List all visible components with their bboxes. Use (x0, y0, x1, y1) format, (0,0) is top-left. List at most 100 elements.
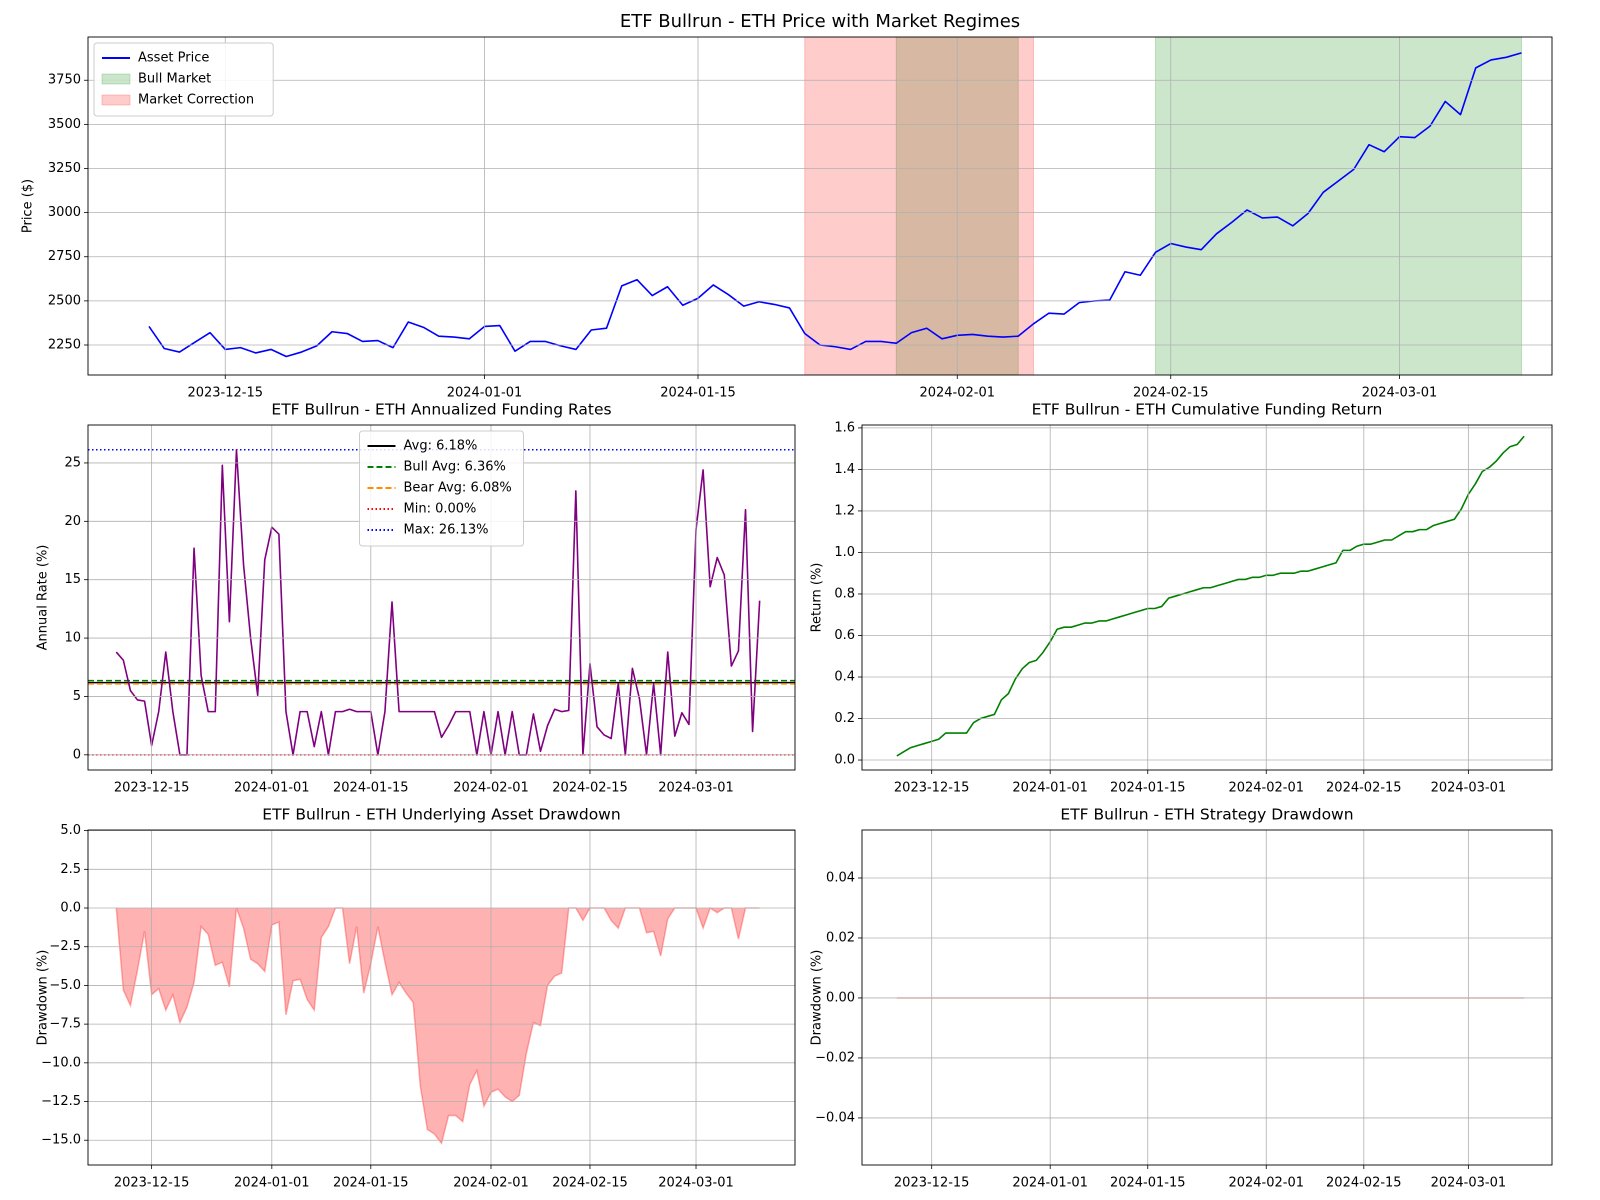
y-tick-label: 3750 (48, 73, 81, 88)
y-tick-label: 0.0 (60, 901, 81, 916)
y-tick-label: 0.02 (826, 930, 855, 945)
x-tick-label: 2024-01-15 (333, 1176, 409, 1191)
legend: Avg: 6.18% Bull Avg: 6.36% Bear Avg: 6.08%… (359, 430, 524, 547)
y-tick-label: 0 (73, 747, 81, 762)
y-axis-label: Drawdown (%) (810, 950, 825, 1046)
chart-title: ETF Bullrun - ETH Cumulative Funding Ret… (1032, 401, 1383, 419)
legend-label: Max: 26.13% (404, 523, 489, 538)
y-tick-label: 0.0 (834, 753, 855, 768)
y-tick-label: 10 (64, 631, 81, 646)
y-tick-label: 0.00 (826, 990, 855, 1005)
legend-label: Min: 0.00% (404, 502, 477, 517)
x-tick-label: 2024-03-01 (1431, 781, 1507, 796)
y-tick-label: −10.0 (41, 1055, 81, 1070)
y-tick-label: 0.6 (834, 628, 855, 643)
x-tick-label: 2024-03-01 (658, 1176, 734, 1191)
y-tick-label: 2.5 (60, 862, 81, 877)
chart-title: ETF Bullrun - ETH Price with Market Regi… (620, 11, 1020, 32)
y-tick-label: 3500 (48, 117, 81, 132)
x-tick-label: 2024-02-01 (1228, 781, 1304, 796)
chart-title: ETF Bullrun - ETH Underlying Asset Drawd… (262, 806, 620, 824)
y-tick-label: 0.04 (826, 870, 855, 885)
x-tick-label: 2023-12-15 (114, 1176, 190, 1191)
y-tick-label: 5.0 (60, 823, 81, 838)
axes-frame (87, 36, 1553, 376)
line (148, 52, 1522, 358)
subplot: 2023-12-15 2024-01-01 2024-01-15 2024-02-01… (36, 806, 796, 1191)
plot-area (115, 906, 760, 1146)
subplot: 2023-12-15 2024-01-01 2024-01-15 2024-02-01… (21, 11, 1553, 401)
area (116, 908, 760, 1144)
y-tick-label: 1.0 (834, 545, 855, 560)
legend-label: Bull Market (138, 72, 211, 87)
y-tick-label: 0.4 (834, 670, 855, 685)
x-tick-label: 2024-02-15 (552, 1176, 628, 1191)
legend-label: Avg: 6.18% (404, 439, 478, 454)
x-tick-label: 2024-02-01 (453, 1176, 529, 1191)
y-axis-label: Return (%) (810, 563, 825, 633)
x-tick-label: 2024-03-01 (658, 781, 734, 796)
chart-title: ETF Bullrun - ETH Annualized Funding Rat… (271, 401, 611, 419)
x-tick-label: 2024-02-01 (1228, 1176, 1304, 1191)
x-tick-label: 2023-12-15 (187, 386, 263, 401)
y-tick-label: 15 (64, 572, 81, 587)
x-tick-label: 2024-01-01 (234, 1176, 310, 1191)
x-tick-label: 2024-02-01 (919, 386, 995, 401)
y-tick-label: −5.0 (49, 978, 81, 993)
area-edge (115, 906, 760, 1146)
x-tick-label: 2024-02-15 (552, 781, 628, 796)
regime-span (1155, 37, 1522, 375)
x-tick-label: 2024-01-01 (234, 781, 310, 796)
y-tick-label: 1.2 (834, 503, 855, 518)
legend-label: Bull Avg: 6.36% (404, 460, 506, 475)
x-tick-label: 2023-12-15 (894, 781, 970, 796)
x-tick-label: 2023-12-15 (114, 781, 190, 796)
y-tick-label: −12.5 (41, 1094, 81, 1109)
x-tick-label: 2024-01-01 (1012, 1176, 1088, 1191)
y-tick-label: 1.4 (834, 462, 855, 477)
y-axis-label: Annual Rate (%) (36, 545, 51, 651)
x-tick-label: 2024-01-15 (333, 781, 409, 796)
legend-label: Asset Price (138, 51, 209, 66)
x-tick-label: 2024-02-15 (1326, 1176, 1402, 1191)
y-tick-label: −0.04 (815, 1110, 855, 1125)
x-tick-label: 2023-12-15 (894, 1176, 970, 1191)
y-tick-label: 25 (64, 455, 81, 470)
axes-frame (861, 829, 1553, 1166)
y-tick-label: −0.02 (815, 1050, 855, 1065)
legend-label: Bear Avg: 6.08% (404, 481, 512, 496)
y-tick-label: 3000 (48, 205, 81, 220)
plot-area (896, 435, 1525, 757)
y-tick-label: 3250 (48, 161, 81, 176)
legend-box (93, 42, 274, 117)
legend-box (359, 430, 524, 547)
y-tick-label: 1.6 (834, 420, 855, 435)
y-tick-label: −2.5 (49, 939, 81, 954)
y-tick-label: −7.5 (49, 1017, 81, 1032)
y-tick-label: 5 (73, 689, 81, 704)
y-tick-label: 20 (64, 514, 81, 529)
axes-frame (87, 424, 796, 771)
y-tick-label: 0.2 (834, 711, 855, 726)
plot-area (148, 37, 1522, 375)
x-tick-label: 2024-01-01 (1012, 781, 1088, 796)
y-tick-label: 2250 (48, 337, 81, 352)
y-axis-label: Drawdown (%) (36, 950, 51, 1046)
y-tick-label: −15.0 (41, 1133, 81, 1148)
legend-label: Market Correction (138, 93, 254, 108)
axes-frame (861, 424, 1553, 771)
legend-swatch (101, 94, 131, 106)
y-tick-label: 2500 (48, 293, 81, 308)
x-tick-label: 2024-01-15 (660, 386, 736, 401)
x-tick-label: 2024-03-01 (1362, 386, 1438, 401)
x-tick-label: 2024-02-15 (1133, 386, 1209, 401)
regime-span (804, 37, 1034, 375)
legend: Asset Price Bull Market Market Correction (93, 42, 274, 117)
x-tick-label: 2024-02-01 (453, 781, 529, 796)
subplot: 2023-12-15 2024-01-01 2024-01-15 2024-02-01… (810, 401, 1553, 796)
x-tick-label: 2024-01-01 (447, 386, 523, 401)
y-tick-label: 0.8 (834, 586, 855, 601)
y-tick-label: 2750 (48, 249, 81, 264)
x-tick-label: 2024-01-15 (1110, 781, 1186, 796)
